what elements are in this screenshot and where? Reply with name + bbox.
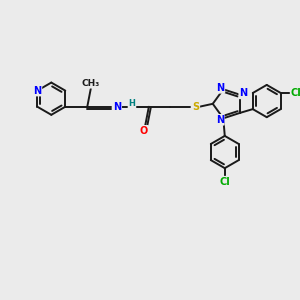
Text: Cl: Cl [219,177,230,187]
Text: N: N [239,88,247,98]
Text: S: S [192,102,199,112]
Text: Cl: Cl [291,88,300,98]
Text: H: H [129,99,136,108]
Text: N: N [216,115,224,125]
Text: N: N [113,102,121,112]
Text: N: N [216,83,224,93]
Text: N: N [33,85,41,96]
Text: O: O [140,126,148,136]
Text: CH₃: CH₃ [82,79,100,88]
